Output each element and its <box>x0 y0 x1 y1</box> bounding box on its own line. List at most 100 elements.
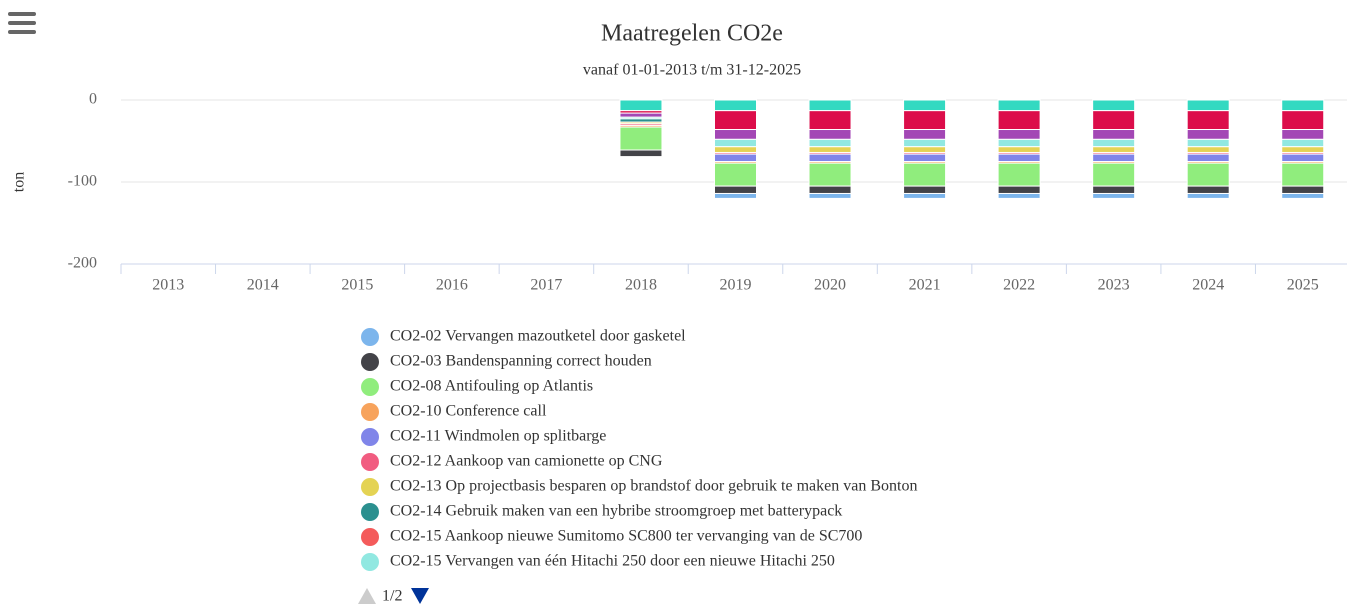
legend-symbol <box>361 478 379 496</box>
legend-item[interactable]: CO2-12 Aankoop van camionette op CNG <box>361 453 663 471</box>
legend-item[interactable]: CO2-11 Windmolen op splitbarge <box>361 428 606 446</box>
x-tick-label: 2013 <box>152 277 184 294</box>
legend-symbol <box>361 353 379 371</box>
bar-segment <box>1186 129 1230 140</box>
x-tick-label: 2016 <box>436 277 468 294</box>
bar-segment <box>808 99 852 112</box>
legend-item[interactable]: CO2-10 Conference call <box>361 403 547 421</box>
legend-symbol <box>361 553 379 571</box>
bar-segment <box>1092 192 1136 199</box>
bar-segment <box>1092 138 1136 148</box>
legend-pager: 1/2 <box>358 588 429 605</box>
bar-segment <box>1186 192 1230 199</box>
bar-segment <box>997 129 1041 140</box>
x-tick-label: 2021 <box>909 277 941 294</box>
bar-segment <box>808 138 852 148</box>
bar-segment <box>1186 162 1230 187</box>
bar-segment <box>808 153 852 162</box>
bar-segment <box>808 192 852 199</box>
bar-segment <box>714 153 757 162</box>
bar-segment <box>1186 153 1230 162</box>
pager-text: 1/2 <box>382 588 402 605</box>
bar-segment <box>714 129 757 140</box>
chart-title: Maatregelen CO2e <box>601 21 783 47</box>
legend-item[interactable]: CO2-08 Antifouling op Atlantis <box>361 378 593 396</box>
legend-label: CO2-12 Aankoop van camionette op CNG <box>390 453 663 470</box>
legend-symbol <box>361 378 379 396</box>
legend-label: CO2-14 Gebruik maken van een hybribe str… <box>390 503 842 520</box>
bar-segment <box>808 185 852 194</box>
legend-item[interactable]: CO2-02 Vervangen mazoutketel door gasket… <box>361 328 686 346</box>
y-tick-label: -200 <box>68 255 97 272</box>
menu-bar <box>8 30 36 34</box>
legend-label: CO2-08 Antifouling op Atlantis <box>390 378 593 395</box>
x-tick-label: 2022 <box>1003 277 1035 294</box>
x-tick-label: 2015 <box>341 277 373 294</box>
bar-segment <box>903 192 947 199</box>
menu-button[interactable] <box>8 12 36 34</box>
bar-segment <box>1186 138 1230 148</box>
x-tick-label: 2018 <box>625 277 657 294</box>
bar-segment <box>1186 99 1230 112</box>
x-tick-label: 2024 <box>1192 277 1224 294</box>
legend-item[interactable]: CO2-03 Bandenspanning correct houden <box>361 353 652 371</box>
bar-segment <box>1281 185 1325 194</box>
y-tick-label: -100 <box>68 173 97 190</box>
bar-segment <box>714 138 757 148</box>
bar-segment <box>903 138 947 148</box>
x-tick-label: 2023 <box>1098 277 1130 294</box>
bar-segment <box>1092 162 1136 187</box>
x-tick-label: 2020 <box>814 277 846 294</box>
bar-segment <box>997 99 1041 112</box>
bar-segment <box>903 162 947 187</box>
bar-segment <box>1281 110 1325 131</box>
bar-segment <box>714 146 757 153</box>
legend-label: CO2-15 Vervangen van één Hitachi 250 doo… <box>390 553 835 570</box>
bar-segment <box>1186 110 1230 131</box>
pager-down[interactable] <box>411 588 429 604</box>
bar-segment <box>1281 192 1325 199</box>
y-axis-title: ton <box>11 172 28 192</box>
legend-label: CO2-02 Vervangen mazoutketel door gasket… <box>390 328 686 345</box>
bar-segment <box>903 99 947 112</box>
legend-label: CO2-10 Conference call <box>390 403 547 420</box>
legend-label: CO2-11 Windmolen op splitbarge <box>390 428 606 445</box>
bar-segment <box>1092 153 1136 162</box>
pager-up <box>358 588 376 604</box>
bar-segment <box>714 192 757 199</box>
bar-segment <box>997 153 1041 162</box>
legend-symbol <box>361 428 379 446</box>
bar-segment <box>997 146 1041 153</box>
bar-segment <box>997 162 1041 187</box>
legend-item[interactable]: CO2-15 Aankoop nieuwe Sumitomo SC800 ter… <box>361 528 862 546</box>
bar-segment <box>808 110 852 131</box>
bar-segment <box>714 99 757 112</box>
bar-segment <box>1281 129 1325 140</box>
bar-segment <box>1092 146 1136 153</box>
legend-item[interactable]: CO2-14 Gebruik maken van een hybribe str… <box>361 503 842 521</box>
bar-segment <box>1281 162 1325 187</box>
legend-symbol <box>361 453 379 471</box>
bar-segment <box>619 99 663 112</box>
bar-segment <box>903 153 947 162</box>
bar-segment <box>619 126 663 151</box>
bar-segment <box>997 185 1041 194</box>
legend-symbol <box>361 328 379 346</box>
legend-item[interactable]: CO2-13 Op projectbasis besparen op brand… <box>361 478 917 496</box>
y-tick-label: 0 <box>89 91 97 108</box>
bar-segment <box>997 110 1041 131</box>
bar-segment <box>903 185 947 194</box>
chart-subtitle: vanaf 01-01-2013 t/m 31-12-2025 <box>583 62 801 79</box>
legend-symbol <box>361 403 379 421</box>
x-tick-label: 2019 <box>720 277 752 294</box>
bar-segment <box>1092 185 1136 194</box>
legend-item[interactable]: CO2-15 Vervangen van één Hitachi 250 doo… <box>361 553 835 571</box>
bar-segment <box>1186 146 1230 153</box>
bar-segment <box>1092 99 1136 112</box>
bar-segment <box>1281 138 1325 148</box>
bar-segment <box>1281 99 1325 112</box>
menu-bar <box>8 12 36 16</box>
bar-segment <box>808 146 852 153</box>
legend-label: CO2-03 Bandenspanning correct houden <box>390 353 652 370</box>
